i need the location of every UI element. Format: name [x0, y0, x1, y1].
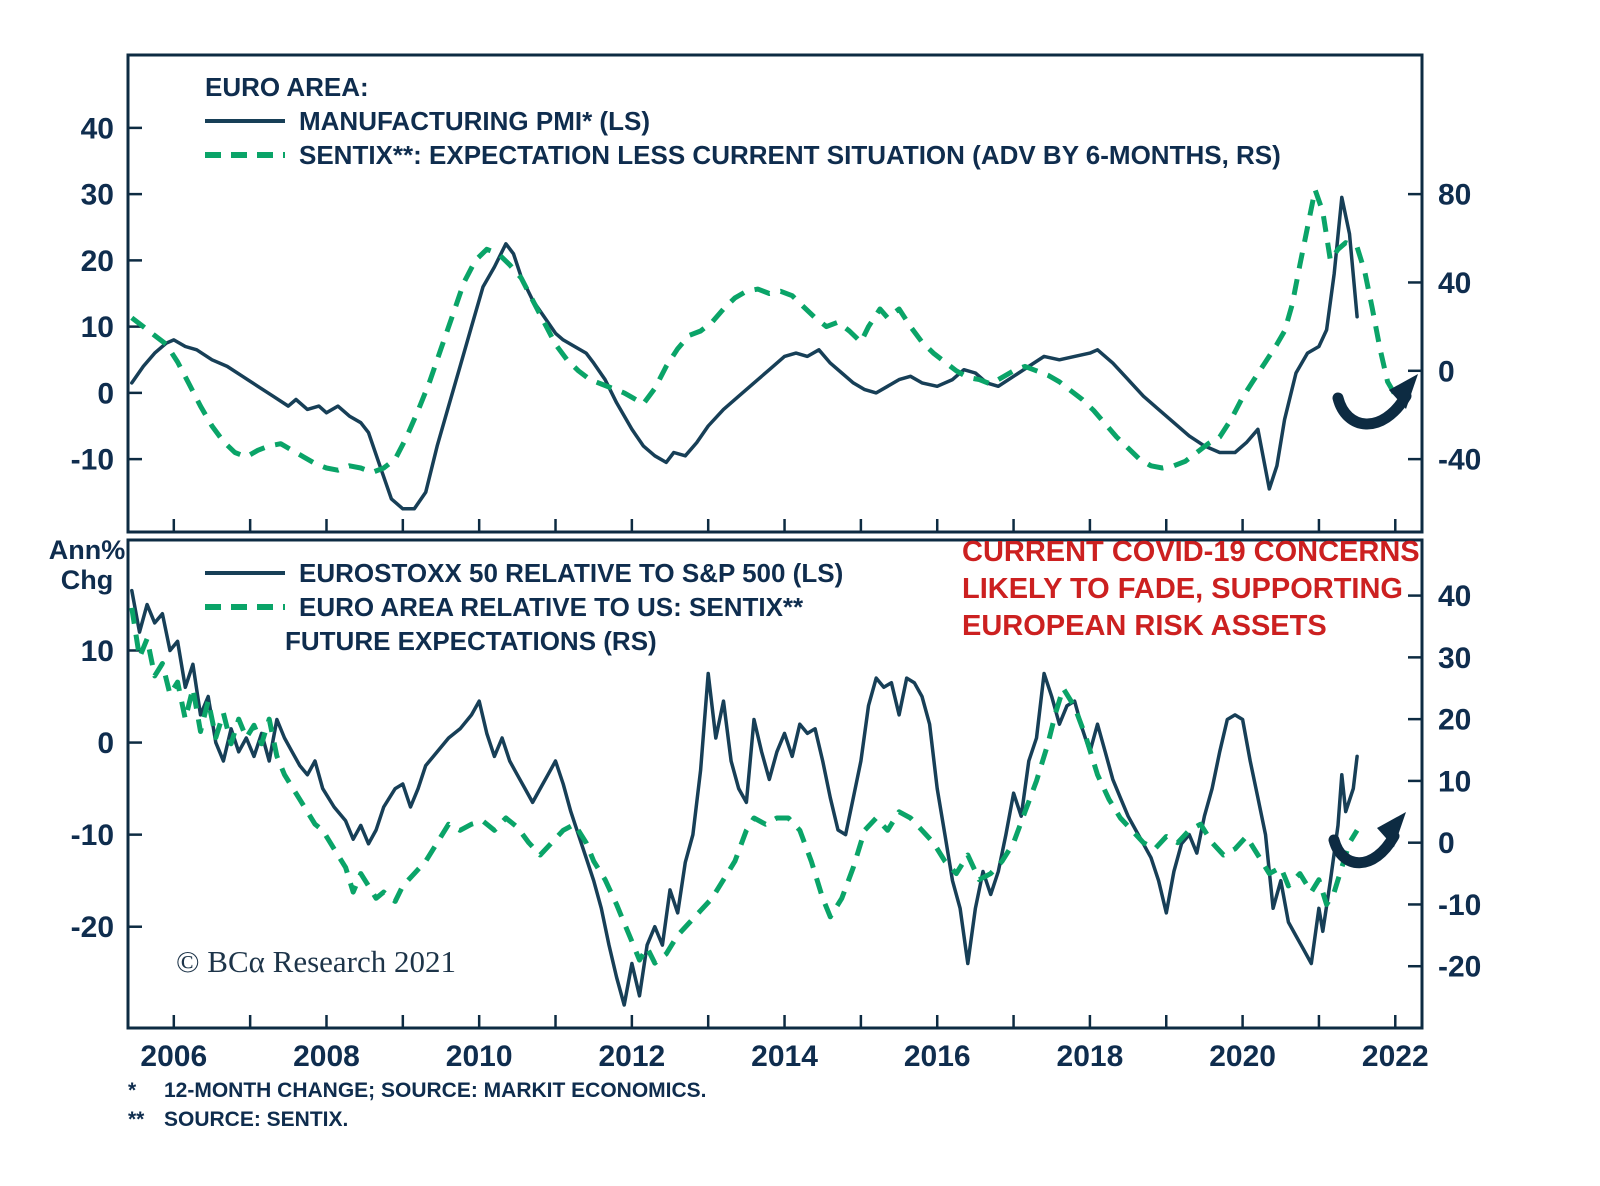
y-tick-label-left: 40 [81, 112, 114, 145]
x-tick-label: 2006 [140, 1040, 207, 1073]
y-tick-label-right: 0 [1438, 827, 1455, 860]
top-legend-heading: EURO AREA: [205, 72, 369, 102]
footnote-2-text: SOURCE: SENTIX. [164, 1107, 349, 1131]
trend-arrowhead-icon [1389, 374, 1418, 409]
legend-line-solid-sample [205, 119, 285, 123]
x-tick-label: 2008 [293, 1040, 360, 1073]
legend-label-sentix: SENTIX**: EXPECTATION LESS CURRENT SITUA… [299, 139, 1281, 170]
y-tick-label-left: 30 [81, 179, 114, 212]
series-line-solid [130, 588, 1359, 1007]
y-tick-label-left: -10 [71, 819, 114, 852]
trend-arrow-icon [1328, 830, 1400, 869]
annotation-line-2: LIKELY TO FADE, SUPPORTING [962, 573, 1403, 605]
legend-line-dashed-sample [205, 604, 285, 610]
axis-unit-line-2: Chg [60, 565, 114, 595]
x-tick-label: 2022 [1362, 1040, 1429, 1073]
series-line-solid [130, 195, 1359, 511]
y-tick-label-right: 30 [1438, 642, 1471, 675]
annotation-line-1: CURRENT COVID-19 CONCERNS [962, 536, 1420, 568]
top-legend: EURO AREA: MANUFACTURING PMI* (LS) SENTI… [205, 70, 1281, 172]
y-tick-label-left: -20 [71, 911, 114, 944]
series-line-dashed [130, 187, 1398, 475]
legend-row-euro-vs-us-cont: FUTURE EXPECTATIONS (RS) [285, 624, 843, 658]
bottom-legend: EUROSTOXX 50 RELATIVE TO S&P 500 (LS) EU… [205, 556, 843, 658]
y-tick-label-right: -10 [1438, 889, 1481, 922]
legend-row-sentix: SENTIX**: EXPECTATION LESS CURRENT SITUA… [205, 138, 1281, 172]
footnote-1: * 12-MONTH CHANGE; SOURCE: MARKIT ECONOM… [128, 1076, 707, 1105]
y-tick-label-right: 20 [1438, 704, 1471, 737]
y-tick-label-right: 80 [1438, 179, 1471, 212]
y-tick-label-left: 10 [81, 635, 114, 668]
y-tick-label-right: 40 [1438, 267, 1471, 300]
annotation-line-3: EUROPEAN RISK ASSETS [962, 610, 1327, 642]
footnote-2: ** SOURCE: SENTIX. [128, 1105, 707, 1134]
y-tick-label-right: 0 [1438, 355, 1455, 388]
x-tick-label: 2012 [598, 1040, 665, 1073]
y-tick-label-left: 0 [97, 727, 114, 760]
y-tick-label-right: -20 [1438, 951, 1481, 984]
footnote-2-marker: ** [128, 1107, 145, 1131]
panel-frame [126, 538, 1424, 1030]
footnotes: * 12-MONTH CHANGE; SOURCE: MARKIT ECONOM… [128, 1076, 707, 1134]
copyright-notice: © BCα Research 2021 [176, 944, 456, 979]
trend-arrowhead-icon [1377, 812, 1406, 847]
x-tick-label: 2014 [751, 1040, 818, 1073]
x-tick-label: 2010 [446, 1040, 513, 1073]
trend-arrow-icon [1332, 390, 1412, 430]
legend-row-pmi: MANUFACTURING PMI* (LS) [205, 104, 1281, 138]
y-tick-label-left: 20 [81, 245, 114, 278]
y-tick-label-right: 10 [1438, 765, 1471, 798]
panel-frame [126, 53, 1424, 534]
x-tick-label: 2016 [904, 1040, 971, 1073]
legend-label-euro-vs-us: EURO AREA RELATIVE TO US: SENTIX** [299, 591, 804, 622]
legend-line-dashed-sample [205, 152, 285, 158]
y-tick-label-right: -40 [1438, 444, 1481, 477]
legend-line-solid-sample [205, 571, 285, 575]
legend-label-euro-vs-us-cont: FUTURE EXPECTATIONS (RS) [285, 625, 657, 656]
footnote-1-text: 12-MONTH CHANGE; SOURCE: MARKIT ECONOMIC… [164, 1078, 707, 1102]
axis-unit-line-1: Ann% [48, 535, 126, 565]
y-tick-label-left: 0 [97, 377, 114, 410]
covid-annotation: CURRENT COVID-19 CONCERNS LIKELY TO FADE… [962, 534, 1420, 645]
x-tick-label: 2020 [1209, 1040, 1276, 1073]
y-tick-label-left: -10 [71, 444, 114, 477]
x-tick-label: 2018 [1057, 1040, 1124, 1073]
series-line-dashed [129, 607, 1360, 966]
legend-label-pmi: MANUFACTURING PMI* (LS) [299, 105, 650, 136]
legend-row-euro-vs-us: EURO AREA RELATIVE TO US: SENTIX** [205, 590, 843, 624]
y-tick-label-left: 10 [81, 311, 114, 344]
left-axis-unit-label: Ann% Chg [48, 535, 126, 595]
legend-label-eurostoxx: EUROSTOXX 50 RELATIVE TO S&P 500 (LS) [299, 557, 844, 588]
legend-row-eurostoxx: EUROSTOXX 50 RELATIVE TO S&P 500 (LS) [205, 556, 843, 590]
y-tick-label-right: 40 [1438, 580, 1471, 613]
footnote-1-marker: * [128, 1078, 137, 1102]
